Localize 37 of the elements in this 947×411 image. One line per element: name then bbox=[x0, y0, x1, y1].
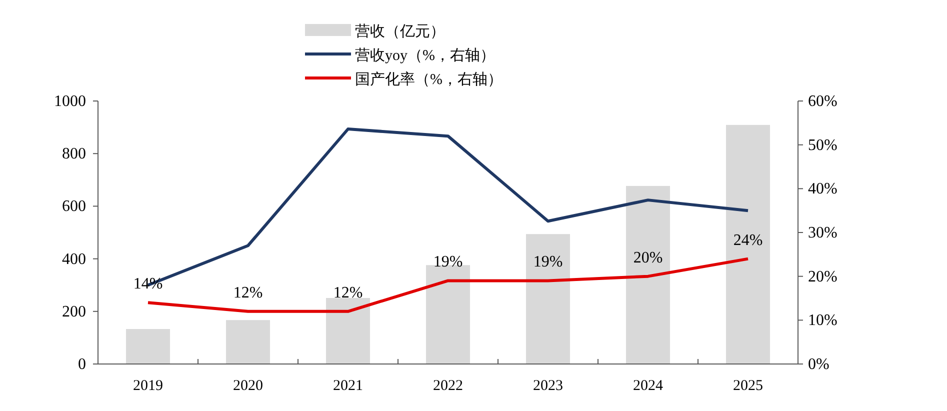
bar bbox=[226, 320, 270, 364]
x-tick-label: 2023 bbox=[533, 378, 563, 394]
y-tick-label: 600 bbox=[62, 198, 86, 216]
data-label: 14% bbox=[133, 276, 163, 293]
bar bbox=[426, 265, 470, 364]
y2-tick-label: 30% bbox=[808, 224, 838, 242]
x-tick-label: 2021 bbox=[333, 378, 363, 394]
bar bbox=[726, 124, 770, 364]
bar bbox=[626, 186, 670, 364]
x-tick-label: 2022 bbox=[433, 378, 463, 394]
x-tick-label: 2019 bbox=[133, 378, 163, 394]
legend-label: 营收（亿元） bbox=[355, 23, 445, 40]
bar bbox=[126, 329, 170, 364]
y2-tick-label: 10% bbox=[808, 312, 838, 330]
legend-label: 营收yoy（%，右轴） bbox=[355, 47, 495, 64]
x-tick-label: 2020 bbox=[233, 378, 263, 394]
y2-tick-label: 40% bbox=[808, 180, 838, 198]
data-label: 12% bbox=[233, 284, 263, 302]
bar bbox=[326, 298, 370, 364]
x-tick-label: 2025 bbox=[733, 378, 763, 394]
data-label: 20% bbox=[633, 249, 663, 266]
y2-tick-label: 50% bbox=[808, 136, 838, 154]
data-label: 24% bbox=[733, 232, 763, 249]
data-label: 19% bbox=[433, 254, 463, 271]
bar bbox=[526, 234, 570, 364]
y-tick-label: 800 bbox=[62, 146, 86, 163]
data-label: 19% bbox=[533, 254, 563, 271]
y2-tick-label: 20% bbox=[808, 268, 838, 286]
y-tick-label: 200 bbox=[62, 303, 86, 320]
y-tick-label: 400 bbox=[62, 250, 86, 268]
y2-tick-label: 0% bbox=[808, 356, 830, 373]
y-tick-label: 1000 bbox=[54, 93, 86, 110]
y-tick-label: 0 bbox=[78, 356, 86, 373]
y2-tick-label: 60% bbox=[808, 93, 838, 110]
x-tick-label: 2024 bbox=[633, 378, 664, 394]
legend-label: 国产化率（%，右轴） bbox=[355, 71, 502, 88]
data-label: 12% bbox=[333, 284, 363, 302]
